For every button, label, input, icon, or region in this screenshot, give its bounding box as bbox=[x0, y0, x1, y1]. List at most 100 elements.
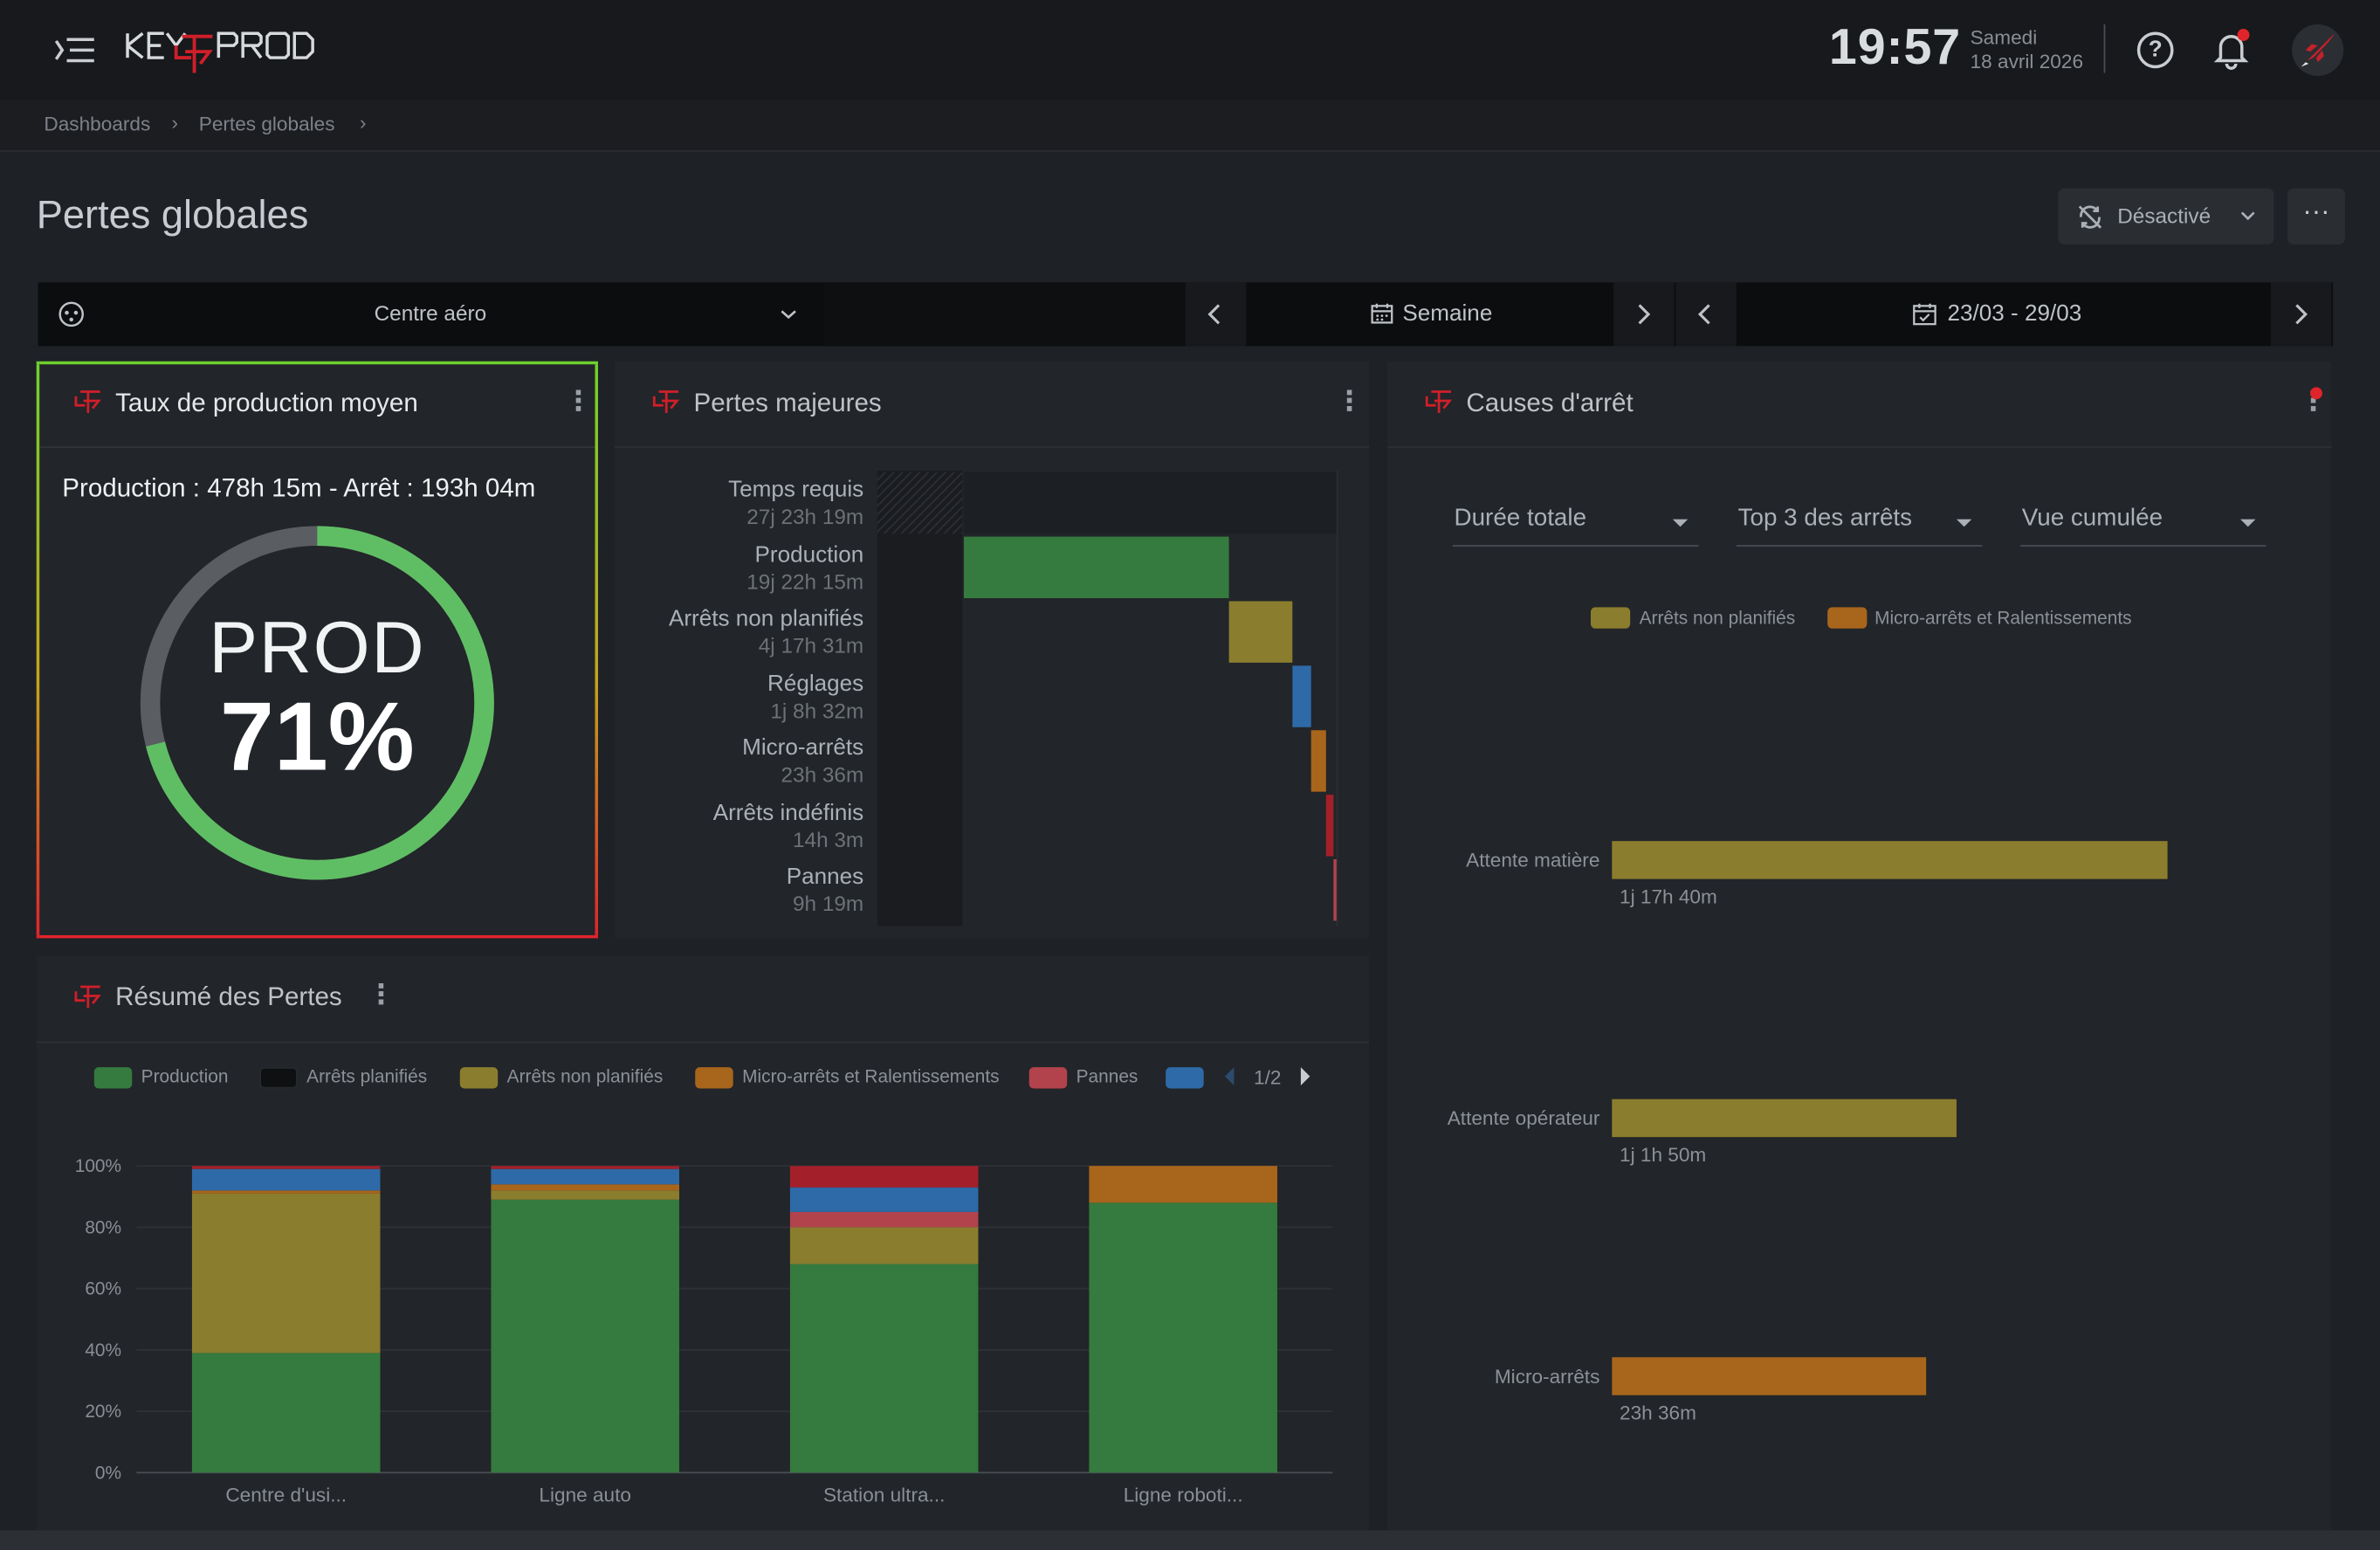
y-tick-label: 60% bbox=[85, 1279, 121, 1299]
stacked-bar-segment[interactable] bbox=[491, 1184, 679, 1191]
refresh-off-icon bbox=[2078, 205, 2102, 229]
major-losses-title: Pertes majeures bbox=[693, 389, 882, 418]
period-type-next-button[interactable] bbox=[1613, 282, 1675, 347]
production-gauge bbox=[140, 526, 494, 880]
stacked-bar-segment[interactable] bbox=[1089, 1166, 1277, 1203]
cause-bar[interactable] bbox=[1612, 1357, 1927, 1395]
loss-summary-menu-icon[interactable]: ⋮ bbox=[367, 979, 396, 1010]
keyprod-logo bbox=[126, 31, 314, 73]
stacked-bar-segment[interactable] bbox=[191, 1190, 381, 1194]
date-prev-button[interactable] bbox=[1675, 282, 1737, 347]
metric-dropdown[interactable]: Durée totale bbox=[1452, 501, 1699, 547]
user-avatar[interactable] bbox=[2292, 24, 2344, 76]
legend-label[interactable]: Arrêts non planifiés bbox=[506, 1065, 664, 1087]
stacked-bar-segment[interactable] bbox=[789, 1187, 979, 1212]
card-header-divider bbox=[36, 1041, 1370, 1044]
stacked-bar-segment[interactable] bbox=[789, 1264, 979, 1473]
period-type-prev-button[interactable] bbox=[1185, 282, 1247, 347]
view-mode-dropdown[interactable]: Vue cumulée bbox=[2019, 501, 2267, 547]
legend-label[interactable]: Arrêts planifiés bbox=[306, 1065, 428, 1087]
waterfall-row-duration: 23h 36m bbox=[781, 761, 864, 787]
page-more-button[interactable]: ··· bbox=[2287, 188, 2346, 245]
top-n-dropdown[interactable]: Top 3 des arrêts bbox=[1736, 501, 1983, 547]
legend-swatch[interactable] bbox=[459, 1067, 499, 1089]
legend-label[interactable]: Production bbox=[141, 1065, 229, 1087]
calendar-check-icon bbox=[1913, 303, 1936, 326]
breadcrumb-pertes-globales[interactable]: Pertes globales bbox=[198, 112, 335, 135]
stacked-bar-segment[interactable] bbox=[491, 1166, 679, 1169]
y-tick-label: 40% bbox=[85, 1340, 121, 1361]
legend-swatch[interactable] bbox=[93, 1067, 133, 1089]
auto-refresh-toggle[interactable]: Désactivé bbox=[2058, 188, 2274, 245]
legend-swatch[interactable] bbox=[259, 1067, 298, 1089]
stacked-bar-segment[interactable] bbox=[789, 1227, 979, 1264]
help-icon[interactable]: ? bbox=[2136, 31, 2174, 69]
y-tick-label: 100% bbox=[75, 1156, 121, 1176]
cause-value-label: 23h 36m bbox=[1620, 1401, 1696, 1424]
metric-dropdown-value: Durée totale bbox=[1454, 505, 1587, 532]
breadcrumb-separator: › bbox=[171, 110, 179, 134]
waterfall-row-label: Production bbox=[754, 541, 864, 568]
legend-label[interactable]: Micro-arrêts et Ralentissements bbox=[1874, 607, 2132, 629]
stacked-bar-segment[interactable] bbox=[1089, 1202, 1277, 1473]
waterfall-bar bbox=[1333, 859, 1338, 921]
legend-swatch[interactable] bbox=[1166, 1067, 1204, 1089]
legend-label[interactable]: Arrêts non planifiés bbox=[1639, 607, 1796, 629]
card-header-divider bbox=[615, 446, 1370, 448]
menu-toggle-icon[interactable] bbox=[52, 33, 97, 66]
waterfall-row-duration: 9h 19m bbox=[793, 891, 864, 916]
site-select-value: Centre aéro bbox=[374, 300, 487, 326]
stacked-bar-segment[interactable] bbox=[491, 1168, 679, 1185]
stacked-bar-segment[interactable] bbox=[789, 1166, 979, 1188]
legend-swatch[interactable] bbox=[1827, 607, 1868, 629]
cause-label: Attente matière bbox=[1466, 848, 1600, 871]
cause-bar[interactable] bbox=[1612, 841, 2168, 879]
notification-bell-icon[interactable] bbox=[2213, 31, 2250, 70]
stacked-bar-segment[interactable] bbox=[789, 1211, 979, 1228]
waterfall-bar bbox=[1325, 795, 1334, 857]
production-card-menu-icon[interactable]: ⋮ bbox=[564, 385, 593, 417]
stacked-bar-segment[interactable] bbox=[191, 1166, 381, 1169]
stop-causes-card bbox=[1387, 361, 2332, 1533]
legend-label[interactable]: Pannes bbox=[1076, 1065, 1138, 1087]
period-type-select[interactable]: Semaine bbox=[1246, 282, 1613, 346]
x-tick-label: Centre d'usi... bbox=[225, 1484, 347, 1505]
stacked-bar-segment[interactable] bbox=[491, 1190, 679, 1200]
loss-summary-chart: 0% 20% 40% 60% 80% 100% Centre d'usi... Ligne a… bbox=[75, 1156, 1333, 1505]
cause-value-label: 1j 1h 50m bbox=[1620, 1143, 1707, 1167]
waterfall-row-label: Micro-arrêts bbox=[742, 734, 864, 761]
legend-swatch[interactable] bbox=[695, 1067, 733, 1089]
waterfall-bar bbox=[1310, 730, 1326, 792]
legend-prev-icon[interactable] bbox=[1222, 1065, 1237, 1086]
waterfall-bar-required bbox=[963, 472, 1338, 534]
stacked-bar-segment[interactable] bbox=[191, 1193, 381, 1354]
legend-swatch[interactable] bbox=[1590, 607, 1631, 629]
caret-down-icon bbox=[1672, 519, 1689, 527]
waterfall-row-duration: 27j 23h 19m bbox=[746, 504, 864, 529]
x-tick-label: Ligne roboti... bbox=[1124, 1484, 1243, 1505]
production-summary: Production : 478h 15m - Arrêt : 193h 04m bbox=[62, 473, 536, 503]
breadcrumb-dashboards[interactable]: Dashboards bbox=[44, 112, 151, 135]
date-range-select[interactable]: 23/03 - 29/03 bbox=[1737, 282, 2271, 346]
production-rate-card bbox=[36, 361, 598, 939]
date-full: 18 avril 2026 bbox=[1970, 50, 2084, 73]
caret-down-icon bbox=[1956, 519, 1972, 527]
y-tick-label: 80% bbox=[85, 1217, 121, 1237]
card-header-divider bbox=[39, 446, 595, 448]
date-next-button[interactable] bbox=[2270, 282, 2332, 347]
site-select[interactable]: Centre aéro bbox=[38, 282, 822, 346]
legend-swatch[interactable] bbox=[1028, 1067, 1068, 1089]
cause-value-label: 1j 17h 40m bbox=[1620, 885, 1717, 908]
legend-next-icon[interactable] bbox=[1297, 1065, 1312, 1086]
chevron-down-icon bbox=[781, 310, 796, 320]
stop-causes-title: Causes d'arrêt bbox=[1466, 389, 1634, 418]
legend-label[interactable]: Micro-arrêts et Ralentissements bbox=[742, 1065, 1000, 1087]
major-losses-menu-icon[interactable]: ⋮ bbox=[1335, 385, 1364, 417]
stacked-bar-segment[interactable] bbox=[491, 1199, 679, 1473]
required-time-hatch bbox=[877, 472, 963, 534]
bottom-scrollbar[interactable] bbox=[0, 1530, 2380, 1550]
cause-bar[interactable] bbox=[1612, 1099, 1957, 1138]
stacked-bar-segment[interactable] bbox=[191, 1353, 381, 1473]
chevron-right-icon bbox=[1638, 304, 1651, 325]
stacked-bar-segment[interactable] bbox=[191, 1168, 381, 1191]
